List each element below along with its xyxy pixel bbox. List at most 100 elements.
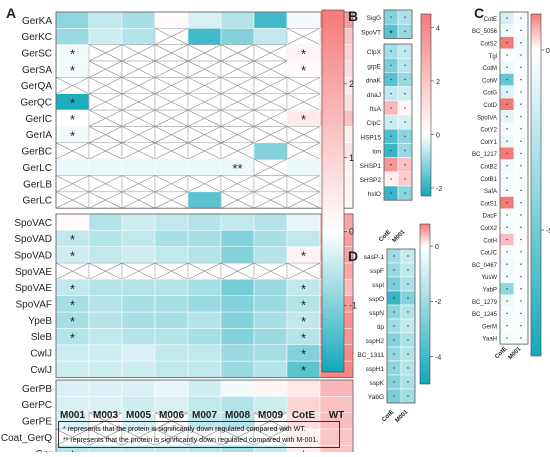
cell-dot (520, 66, 522, 69)
row-label: GerPC (21, 400, 52, 411)
row-label: YabP (483, 287, 497, 293)
cell-dot (404, 78, 406, 81)
cell-dot (520, 337, 522, 339)
significance-star: * (70, 47, 75, 62)
missing-cross (154, 191, 189, 209)
cell-dot (520, 275, 522, 278)
missing-cross (121, 44, 156, 62)
missing-cross (253, 191, 288, 209)
cell-dot (393, 283, 395, 285)
cell-dot (520, 300, 522, 302)
significance-star: * (301, 363, 306, 378)
colorbar (419, 223, 431, 385)
heatmap-cell (88, 295, 123, 313)
missing-cross (253, 175, 288, 193)
row-label: CotM (483, 66, 497, 72)
heatmap-cell (253, 328, 288, 346)
missing-cross (220, 428, 255, 446)
heatmap-cell (55, 379, 90, 397)
cell-dot (393, 311, 395, 313)
cell-dot (404, 50, 406, 52)
colorbar-tick-label: -2 (435, 299, 441, 306)
missing-cross (220, 60, 255, 78)
cell-dot (520, 165, 522, 167)
cell-dot (506, 54, 508, 56)
heatmap-cell (220, 311, 255, 329)
cell-dot (506, 226, 508, 228)
cell-dot (390, 164, 392, 166)
row-label: grpE (367, 63, 381, 70)
heatmap-cell (88, 328, 123, 346)
missing-cross (121, 191, 156, 209)
heatmap-cell (220, 230, 255, 247)
heatmap-cell (220, 213, 255, 231)
row-label: SpoVAF (16, 300, 53, 311)
missing-cross (55, 191, 90, 209)
cell-dot (506, 152, 508, 155)
heatmap-cell (154, 311, 189, 329)
row-label: BC_5056 (472, 29, 498, 35)
cell-dot (393, 325, 395, 327)
cell-dot (407, 381, 409, 383)
row-label: lon (372, 149, 381, 156)
row-label: sasP-1 (364, 254, 385, 261)
heatmap-cell (253, 142, 288, 160)
missing-cross (187, 60, 222, 78)
heatmap-cell (253, 360, 288, 378)
cell-dot (393, 255, 395, 257)
heatmap-cell (121, 158, 156, 176)
cell-dot (506, 78, 508, 81)
cell-dot (404, 149, 406, 152)
colorbar-tick-label: -5 (546, 228, 550, 235)
cell-dot (393, 381, 395, 383)
row-label: CotH (483, 238, 497, 244)
row-label: sspH2 (366, 338, 385, 345)
row-label: GerPB (22, 384, 52, 395)
significance-star: * (70, 249, 75, 264)
row-label: CotW (482, 78, 497, 84)
row-label: dnaJ (367, 92, 381, 99)
missing-cross (220, 93, 255, 111)
row-label: SpoVT (361, 29, 381, 36)
heatmap-cell (220, 11, 255, 29)
row-label: CotX2 (480, 226, 497, 232)
significance-star: * (301, 112, 306, 127)
row-label: GerIA (26, 130, 52, 141)
missing-cross (154, 412, 189, 430)
missing-cross (154, 126, 189, 144)
row-label: CotY1 (480, 140, 497, 146)
missing-cross (286, 93, 321, 111)
missing-cross (121, 77, 156, 95)
heatmap-cell (88, 158, 123, 176)
missing-cross (220, 109, 255, 127)
missing-cross (55, 142, 90, 160)
missing-cross (154, 142, 189, 160)
colorbar-tick-label: 0 (349, 227, 354, 237)
column-label: M009 (258, 410, 283, 421)
cell-dot (520, 17, 522, 19)
row-label: YaaH (482, 337, 497, 343)
row-label: GerLB (23, 179, 52, 190)
row-label: GerQC (20, 98, 52, 109)
missing-cross (253, 60, 288, 78)
missing-cross (286, 28, 321, 45)
heatmap-cell (286, 213, 321, 231)
missing-cross (88, 412, 123, 430)
cell-dot (520, 226, 522, 228)
heatmap-cell (55, 213, 90, 231)
missing-cross (121, 93, 156, 111)
missing-cross (154, 93, 189, 111)
heatmap-cell (121, 328, 156, 346)
group-border (499, 11, 529, 345)
heatmap-cell (88, 379, 123, 397)
heatmap-cell (220, 360, 255, 378)
cell-dot (404, 121, 406, 123)
heatmap-cell (253, 230, 288, 247)
heatmap-cell (154, 360, 189, 378)
significance-star: * (301, 298, 306, 313)
significance-star: * (70, 128, 75, 143)
cell-dot (520, 177, 522, 179)
missing-cross (154, 28, 189, 45)
row-label: CotG (483, 91, 497, 97)
